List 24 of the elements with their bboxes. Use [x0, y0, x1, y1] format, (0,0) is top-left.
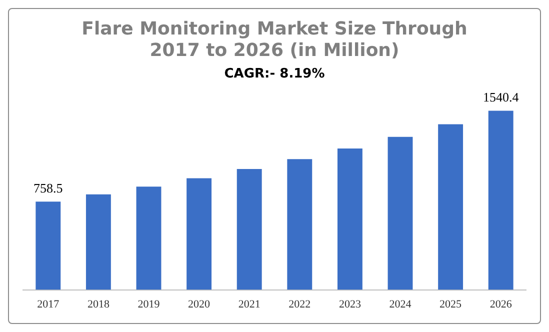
bar — [86, 194, 111, 290]
x-tick-label: 2023 — [338, 298, 362, 310]
x-tick-label: 2018 — [87, 298, 110, 310]
x-tick-label: 2024 — [389, 298, 412, 310]
x-tick-label: 2017 — [37, 298, 60, 310]
bar — [236, 169, 262, 290]
bar — [136, 186, 162, 290]
bar — [488, 110, 514, 290]
x-tick-label: 2019 — [138, 298, 160, 310]
x-tick-label: 2025 — [440, 298, 462, 310]
x-tick-label: 2021 — [238, 298, 260, 310]
bar — [287, 159, 312, 290]
chart-title: Flare Monitoring Market Size Through 2017 to 2026 (in Million) — [82, 18, 468, 62]
bar — [186, 178, 212, 290]
x-tick-label: 2026 — [490, 298, 512, 310]
x-tick-label: 2022 — [288, 298, 311, 310]
data-label: 758.5 — [34, 180, 63, 196]
chart-subtitle: CAGR:- 8.19% — [224, 66, 325, 82]
bar — [388, 136, 413, 290]
bar — [438, 124, 464, 290]
x-tick-label: 2020 — [188, 298, 211, 310]
bar — [337, 148, 362, 290]
data-label: 1540.4 — [482, 90, 520, 105]
bar — [36, 202, 61, 290]
